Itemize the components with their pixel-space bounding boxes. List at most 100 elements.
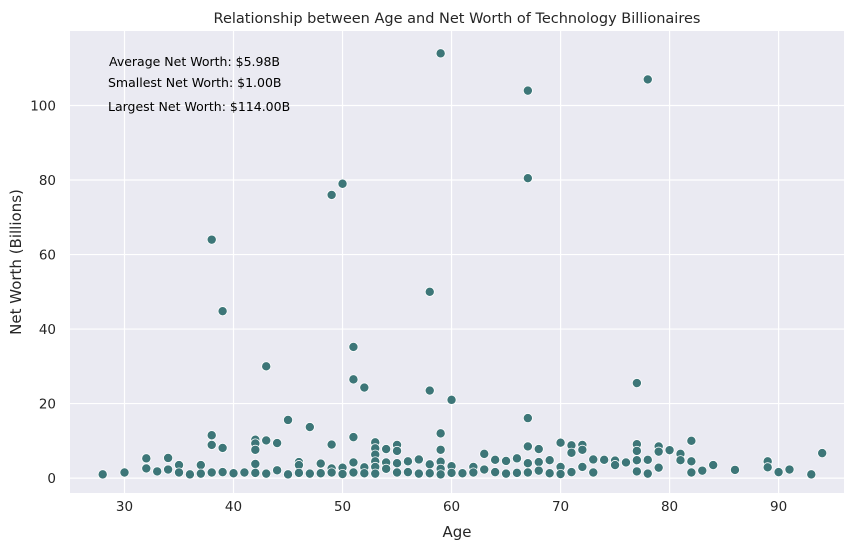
data-point (272, 465, 283, 476)
x-tick-label: 50 (334, 499, 351, 515)
data-point (675, 455, 686, 466)
data-point (206, 439, 217, 450)
data-point (206, 467, 217, 478)
data-point (424, 385, 435, 396)
data-point (446, 394, 457, 405)
data-point (784, 464, 795, 475)
y-tick-label: 20 (39, 397, 56, 413)
y-axis-label: Net Worth (Billions) (7, 189, 25, 335)
data-point (708, 460, 719, 471)
data-point (686, 467, 697, 478)
y-tick-label: 60 (39, 248, 56, 264)
data-point (620, 457, 631, 468)
data-point (315, 458, 326, 469)
data-points (97, 48, 828, 480)
data-point (610, 460, 621, 471)
y-tick-label: 0 (47, 471, 56, 487)
data-point (359, 382, 370, 393)
data-point (402, 456, 413, 467)
data-point (522, 467, 533, 478)
data-point (348, 467, 359, 478)
data-point (348, 432, 359, 443)
data-point (272, 438, 283, 449)
data-point (293, 467, 304, 478)
data-point (686, 456, 697, 467)
data-point (588, 454, 599, 465)
x-axis-label: Age (442, 523, 471, 541)
data-point (697, 465, 708, 476)
data-point (283, 469, 294, 480)
data-point (686, 435, 697, 446)
data-point (304, 422, 315, 433)
data-point (511, 467, 522, 478)
data-point (174, 467, 185, 478)
data-point (141, 453, 152, 464)
data-point (522, 173, 533, 184)
data-point (261, 361, 272, 372)
annotation-smallest-net-worth: Smallest Net Worth: $1.00B (108, 75, 282, 90)
annotation-largest-net-worth: Largest Net Worth: $114.00B (108, 99, 290, 114)
x-tick-label: 40 (225, 499, 242, 515)
data-point (250, 467, 261, 478)
plot-area-background (70, 31, 844, 493)
data-point (119, 467, 130, 478)
data-point (653, 446, 664, 457)
data-point (522, 441, 533, 452)
data-point (806, 469, 817, 480)
data-point (381, 463, 392, 474)
data-point (435, 48, 446, 59)
data-point (184, 469, 195, 480)
data-point (729, 464, 740, 475)
data-point (435, 444, 446, 455)
data-point (653, 462, 664, 473)
data-point (163, 452, 174, 463)
data-point (261, 468, 272, 479)
data-point (152, 466, 163, 477)
chart-title: Relationship between Age and Net Worth o… (214, 11, 701, 27)
data-point (446, 467, 457, 478)
data-point (773, 467, 784, 478)
data-point (435, 469, 446, 480)
data-point (577, 444, 588, 455)
data-point (533, 444, 544, 455)
data-point (522, 458, 533, 469)
data-point (566, 467, 577, 478)
data-point (424, 459, 435, 470)
data-point (239, 467, 250, 478)
data-point (206, 430, 217, 441)
data-point (490, 467, 501, 478)
data-point (522, 413, 533, 424)
data-point (664, 445, 675, 456)
data-point (250, 458, 261, 469)
data-point (381, 444, 392, 455)
data-point (392, 458, 403, 469)
x-tick-label: 70 (552, 499, 569, 515)
data-point (315, 468, 326, 479)
data-point (631, 466, 642, 477)
data-point (762, 462, 773, 473)
data-point (195, 468, 206, 479)
data-point (631, 445, 642, 456)
data-point (533, 457, 544, 468)
data-point (424, 468, 435, 479)
data-point (555, 437, 566, 448)
data-point (631, 455, 642, 466)
y-tick-label: 40 (39, 322, 56, 338)
y-tick-label: 80 (39, 173, 56, 189)
data-point (250, 444, 261, 455)
data-point (402, 467, 413, 478)
data-point (326, 439, 337, 450)
data-point (337, 178, 348, 189)
data-point (195, 460, 206, 471)
data-point (217, 306, 228, 317)
data-point (511, 453, 522, 464)
data-point (141, 463, 152, 474)
data-point (413, 454, 424, 465)
data-point (424, 286, 435, 297)
data-point (326, 189, 337, 200)
data-point (479, 448, 490, 459)
data-point (544, 455, 555, 466)
data-point (631, 378, 642, 389)
data-point (479, 464, 490, 475)
